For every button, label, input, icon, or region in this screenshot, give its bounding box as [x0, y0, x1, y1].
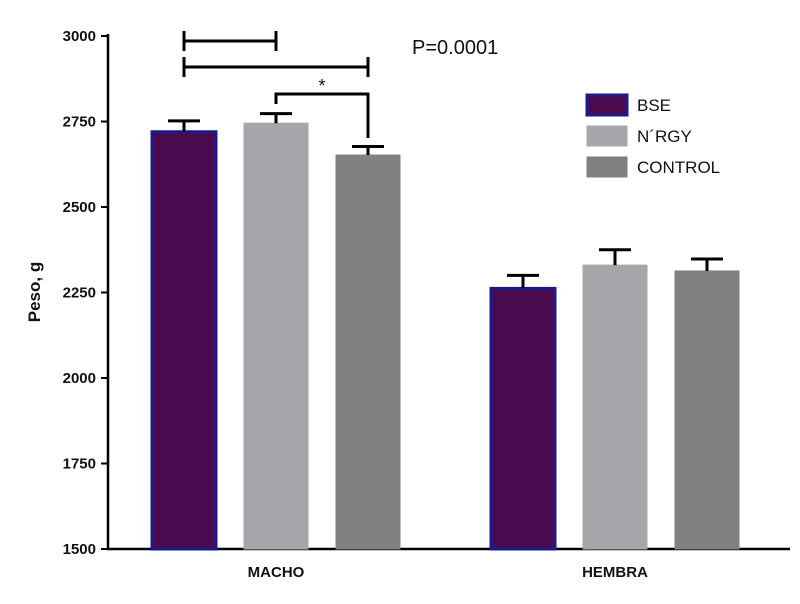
- bar-control-macho: [335, 154, 401, 550]
- bracket-bse-control: [182, 57, 370, 77]
- axes: 1500 1750 2000 2250 2500 2750 3000 MACHO HEMBRA: [63, 28, 790, 581]
- significance-brackets: *: [182, 31, 370, 138]
- legend-swatch: [586, 156, 628, 178]
- bar-bse-macho: [150, 130, 218, 551]
- y-tick-label: 2000: [63, 370, 96, 387]
- bar-control-hembra: [674, 270, 740, 550]
- legend: BSE N´RGY CONTROL: [585, 93, 720, 178]
- p-value-annotation: P=0.0001: [412, 37, 498, 59]
- legend-swatch: [585, 93, 629, 117]
- legend-label: N´RGY: [637, 127, 692, 146]
- y-tick-label: 3000: [63, 28, 96, 45]
- y-tick-label: 2500: [63, 199, 96, 216]
- y-tick-label: 2250: [63, 285, 96, 302]
- bar-nrgy-hembra: [582, 264, 648, 550]
- y-tick-label: 1500: [63, 541, 96, 558]
- bar-bse-hembra: [489, 286, 557, 551]
- legend-label: CONTROL: [637, 158, 720, 177]
- y-tick-label: 1750: [63, 456, 96, 473]
- y-axis-title: Peso, g: [25, 262, 44, 322]
- bracket-bse-nrgy: [182, 31, 278, 51]
- x-category-label: MACHO: [248, 564, 305, 581]
- bars: [150, 112, 740, 551]
- x-category-label: HEMBRA: [582, 564, 648, 581]
- significance-star: *: [318, 76, 325, 96]
- y-tick-label: 2750: [63, 114, 96, 131]
- bar-nrgy-macho: [243, 122, 309, 550]
- legend-swatch: [586, 125, 628, 147]
- legend-label: BSE: [637, 96, 671, 115]
- bracket-nrgy-control: [274, 92, 370, 138]
